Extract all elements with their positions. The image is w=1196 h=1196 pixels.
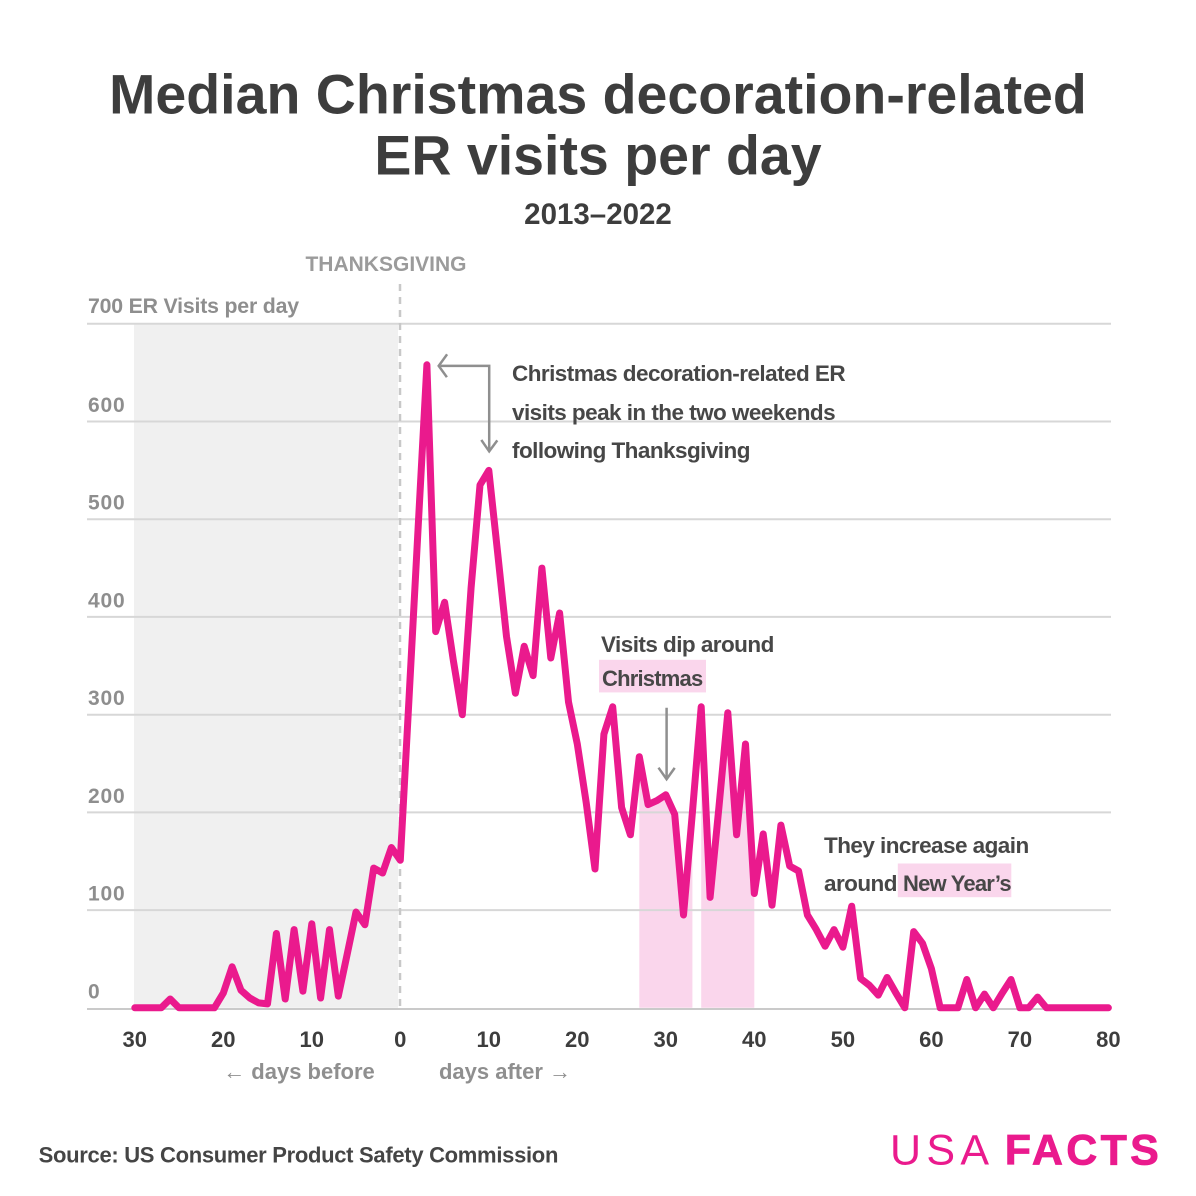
svg-text:20: 20: [211, 1027, 235, 1052]
svg-text:← days before: ← days before: [223, 1059, 375, 1084]
svg-text:They increase again: They increase again: [824, 833, 1029, 858]
svg-text:Christmas decoration-related E: Christmas decoration-related ER: [512, 361, 845, 386]
svg-text:10: 10: [477, 1027, 501, 1052]
svg-text:Median Christmas decoration-re: Median Christmas decoration-related: [109, 63, 1087, 125]
svg-text:400: 400: [88, 589, 125, 612]
svg-text:THANKSGIVING: THANKSGIVING: [305, 253, 466, 276]
svg-text:around: around: [824, 871, 897, 896]
svg-text:40: 40: [742, 1027, 766, 1052]
svg-text:following Thanksgiving: following Thanksgiving: [512, 438, 750, 463]
svg-text:60: 60: [919, 1027, 943, 1052]
svg-text:10: 10: [300, 1027, 324, 1052]
svg-text:0: 0: [394, 1027, 406, 1052]
svg-text:80: 80: [1096, 1027, 1120, 1052]
svg-text:20: 20: [565, 1027, 589, 1052]
svg-text:30: 30: [654, 1027, 678, 1052]
svg-text:FACTS: FACTS: [1005, 1127, 1162, 1175]
svg-text:Visits dip around: Visits dip around: [601, 632, 774, 657]
svg-text:30: 30: [123, 1027, 147, 1052]
svg-text:700 ER Visits per day: 700 ER Visits per day: [88, 294, 299, 318]
svg-text:Christmas: Christmas: [602, 666, 703, 691]
svg-text:New Year’s: New Year’s: [903, 871, 1011, 896]
svg-text:Source: US Consumer Product Sa: Source: US Consumer Product Safety Commi…: [39, 1143, 559, 1168]
svg-text:USA: USA: [890, 1127, 994, 1175]
svg-text:500: 500: [88, 492, 125, 515]
svg-text:days after →: days after →: [439, 1059, 571, 1084]
svg-text:70: 70: [1008, 1027, 1032, 1052]
svg-text:100: 100: [88, 883, 125, 906]
svg-text:50: 50: [831, 1027, 855, 1052]
svg-text:200: 200: [88, 785, 125, 808]
svg-text:2013–2022: 2013–2022: [524, 198, 672, 231]
svg-text:300: 300: [88, 687, 125, 710]
svg-text:visits peak in the two weekend: visits peak in the two weekends: [512, 400, 835, 425]
svg-text:ER visits per day: ER visits per day: [374, 125, 821, 187]
svg-text:0: 0: [88, 980, 100, 1003]
svg-text:600: 600: [88, 394, 125, 417]
